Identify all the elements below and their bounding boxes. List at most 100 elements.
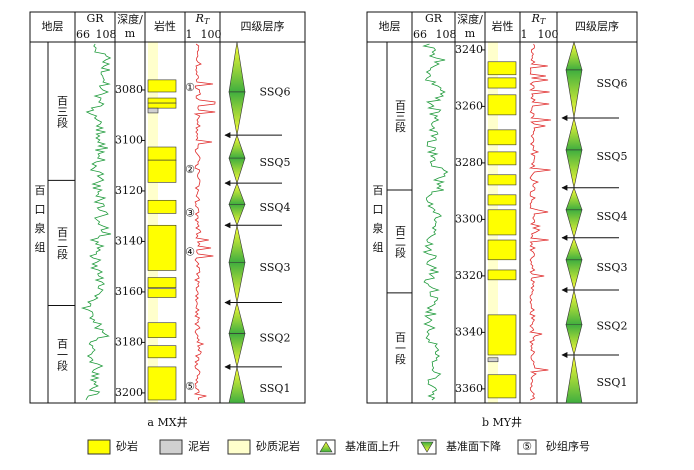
depth-unit: m [465, 27, 476, 40]
lithology-bed [487, 61, 517, 76]
gr-max: 108 [96, 28, 117, 41]
base-level-fall [228, 333, 246, 367]
depth-label: 3140 [115, 234, 143, 247]
sequence-name: SSQ6 [597, 77, 628, 90]
lithology-bed [487, 151, 517, 166]
lithology-bed [487, 357, 499, 363]
legend-label: 砂岩 [116, 439, 138, 453]
depth-label: 3300 [455, 212, 483, 225]
lithology-bed [147, 322, 177, 338]
depth-label: 3080 [115, 83, 143, 96]
base-level-rise [228, 225, 246, 263]
base-level-fall [565, 149, 583, 188]
formation: 百口泉组 [33, 185, 46, 261]
lithology-bed [147, 107, 159, 114]
lithology-header: 岩性 [154, 19, 176, 33]
member-name: 百三段 [394, 100, 407, 134]
lithology-bed [148, 42, 158, 403]
depth-label: 3240 [455, 43, 483, 56]
formation: 百口泉组 [371, 185, 384, 261]
base-level-fall [228, 157, 246, 185]
depth-label: 3340 [455, 325, 483, 338]
depth-label: 3200 [115, 386, 143, 399]
legend-marker [420, 441, 434, 453]
base-level-fall [228, 262, 246, 303]
base-level-rise [228, 182, 246, 205]
gr-min: 66 [76, 28, 90, 41]
member-name: 百一段 [394, 331, 407, 365]
depth-header: 深度/ [457, 12, 483, 26]
legend-label: 砂组序号 [546, 439, 590, 453]
lithology-bed [147, 199, 177, 214]
sequence-name: SSQ2 [597, 319, 628, 332]
lithology-bed [147, 366, 177, 401]
member-name: 百一段 [56, 338, 69, 372]
lithology-bed [487, 194, 517, 206]
sand-group: ④ [185, 246, 195, 259]
sequence-name: SSQ1 [260, 382, 291, 395]
rt-max: 100 [538, 28, 559, 41]
lithology-bed [487, 314, 517, 356]
lithology-bed [487, 94, 517, 116]
lithology-bed [147, 79, 177, 93]
frame [366, 11, 638, 404]
sequence-name: SSQ4 [597, 210, 628, 223]
depth-label: 3280 [455, 156, 483, 169]
rt-header: RT [531, 12, 546, 26]
base-level-rise [565, 40, 583, 71]
legend-swatch [87, 439, 111, 455]
sand-group: ① [185, 81, 195, 94]
rt-min: 1 [186, 28, 193, 41]
depth-unit: m [125, 27, 136, 40]
base-level-rise [565, 236, 583, 261]
base-level-fall [228, 204, 246, 227]
base-level-rise [565, 186, 583, 211]
sequence-name: SSQ4 [260, 201, 291, 214]
lithology-bed [147, 277, 177, 288]
depth-label: 3100 [115, 133, 143, 146]
depth-label: 3360 [455, 382, 483, 395]
lithology-bed [487, 269, 517, 281]
sequence-name: SSQ3 [597, 261, 628, 274]
lithology-bed [147, 102, 177, 109]
base-level-rise [565, 289, 583, 326]
lithology-bed [147, 146, 177, 161]
lithology-bed [487, 77, 517, 89]
sequence-header: 四级层序 [241, 19, 285, 33]
caption: b MY井 [482, 415, 522, 429]
gr-header: GR [86, 12, 104, 25]
lithology-bed [147, 97, 177, 104]
legend-box [517, 439, 537, 455]
base-level-rise [565, 117, 583, 151]
lithology-bed [147, 159, 177, 183]
sand-group: ② [185, 163, 195, 176]
legend-label: 基准面上升 [345, 440, 400, 453]
sand-group: ③ [185, 206, 195, 219]
depth-label: 3180 [115, 335, 143, 348]
depth-label: 3260 [455, 99, 483, 112]
member-name: 百二段 [394, 225, 407, 259]
legend-label: 基准面下降 [446, 439, 501, 453]
legend-swatch [227, 439, 251, 455]
rt-subscript: T [540, 17, 546, 26]
rt-min: 1 [521, 28, 528, 41]
gr-curve [422, 43, 449, 401]
legend-symbol: ⑤ [522, 440, 532, 453]
depth-label: 3160 [115, 285, 143, 298]
base-level-rise [228, 41, 246, 93]
base-level-fall [565, 324, 583, 357]
base-level-rise [228, 366, 246, 404]
depth-label: 3120 [115, 184, 143, 197]
lithology-bed [487, 174, 517, 186]
sequence-header: 四级层序 [575, 19, 619, 33]
lithology-bed [487, 239, 517, 261]
depth-label: 3320 [455, 269, 483, 282]
sequence-name: SSQ1 [597, 376, 628, 389]
base-level-fall [565, 209, 583, 239]
gr-curve [80, 43, 112, 401]
lithology-header: 岩性 [492, 19, 514, 33]
strata-header: 地层 [379, 20, 401, 33]
strata-header: 地层 [42, 20, 64, 33]
member-name: 百三段 [56, 95, 69, 129]
gr-min: 66 [413, 28, 427, 41]
